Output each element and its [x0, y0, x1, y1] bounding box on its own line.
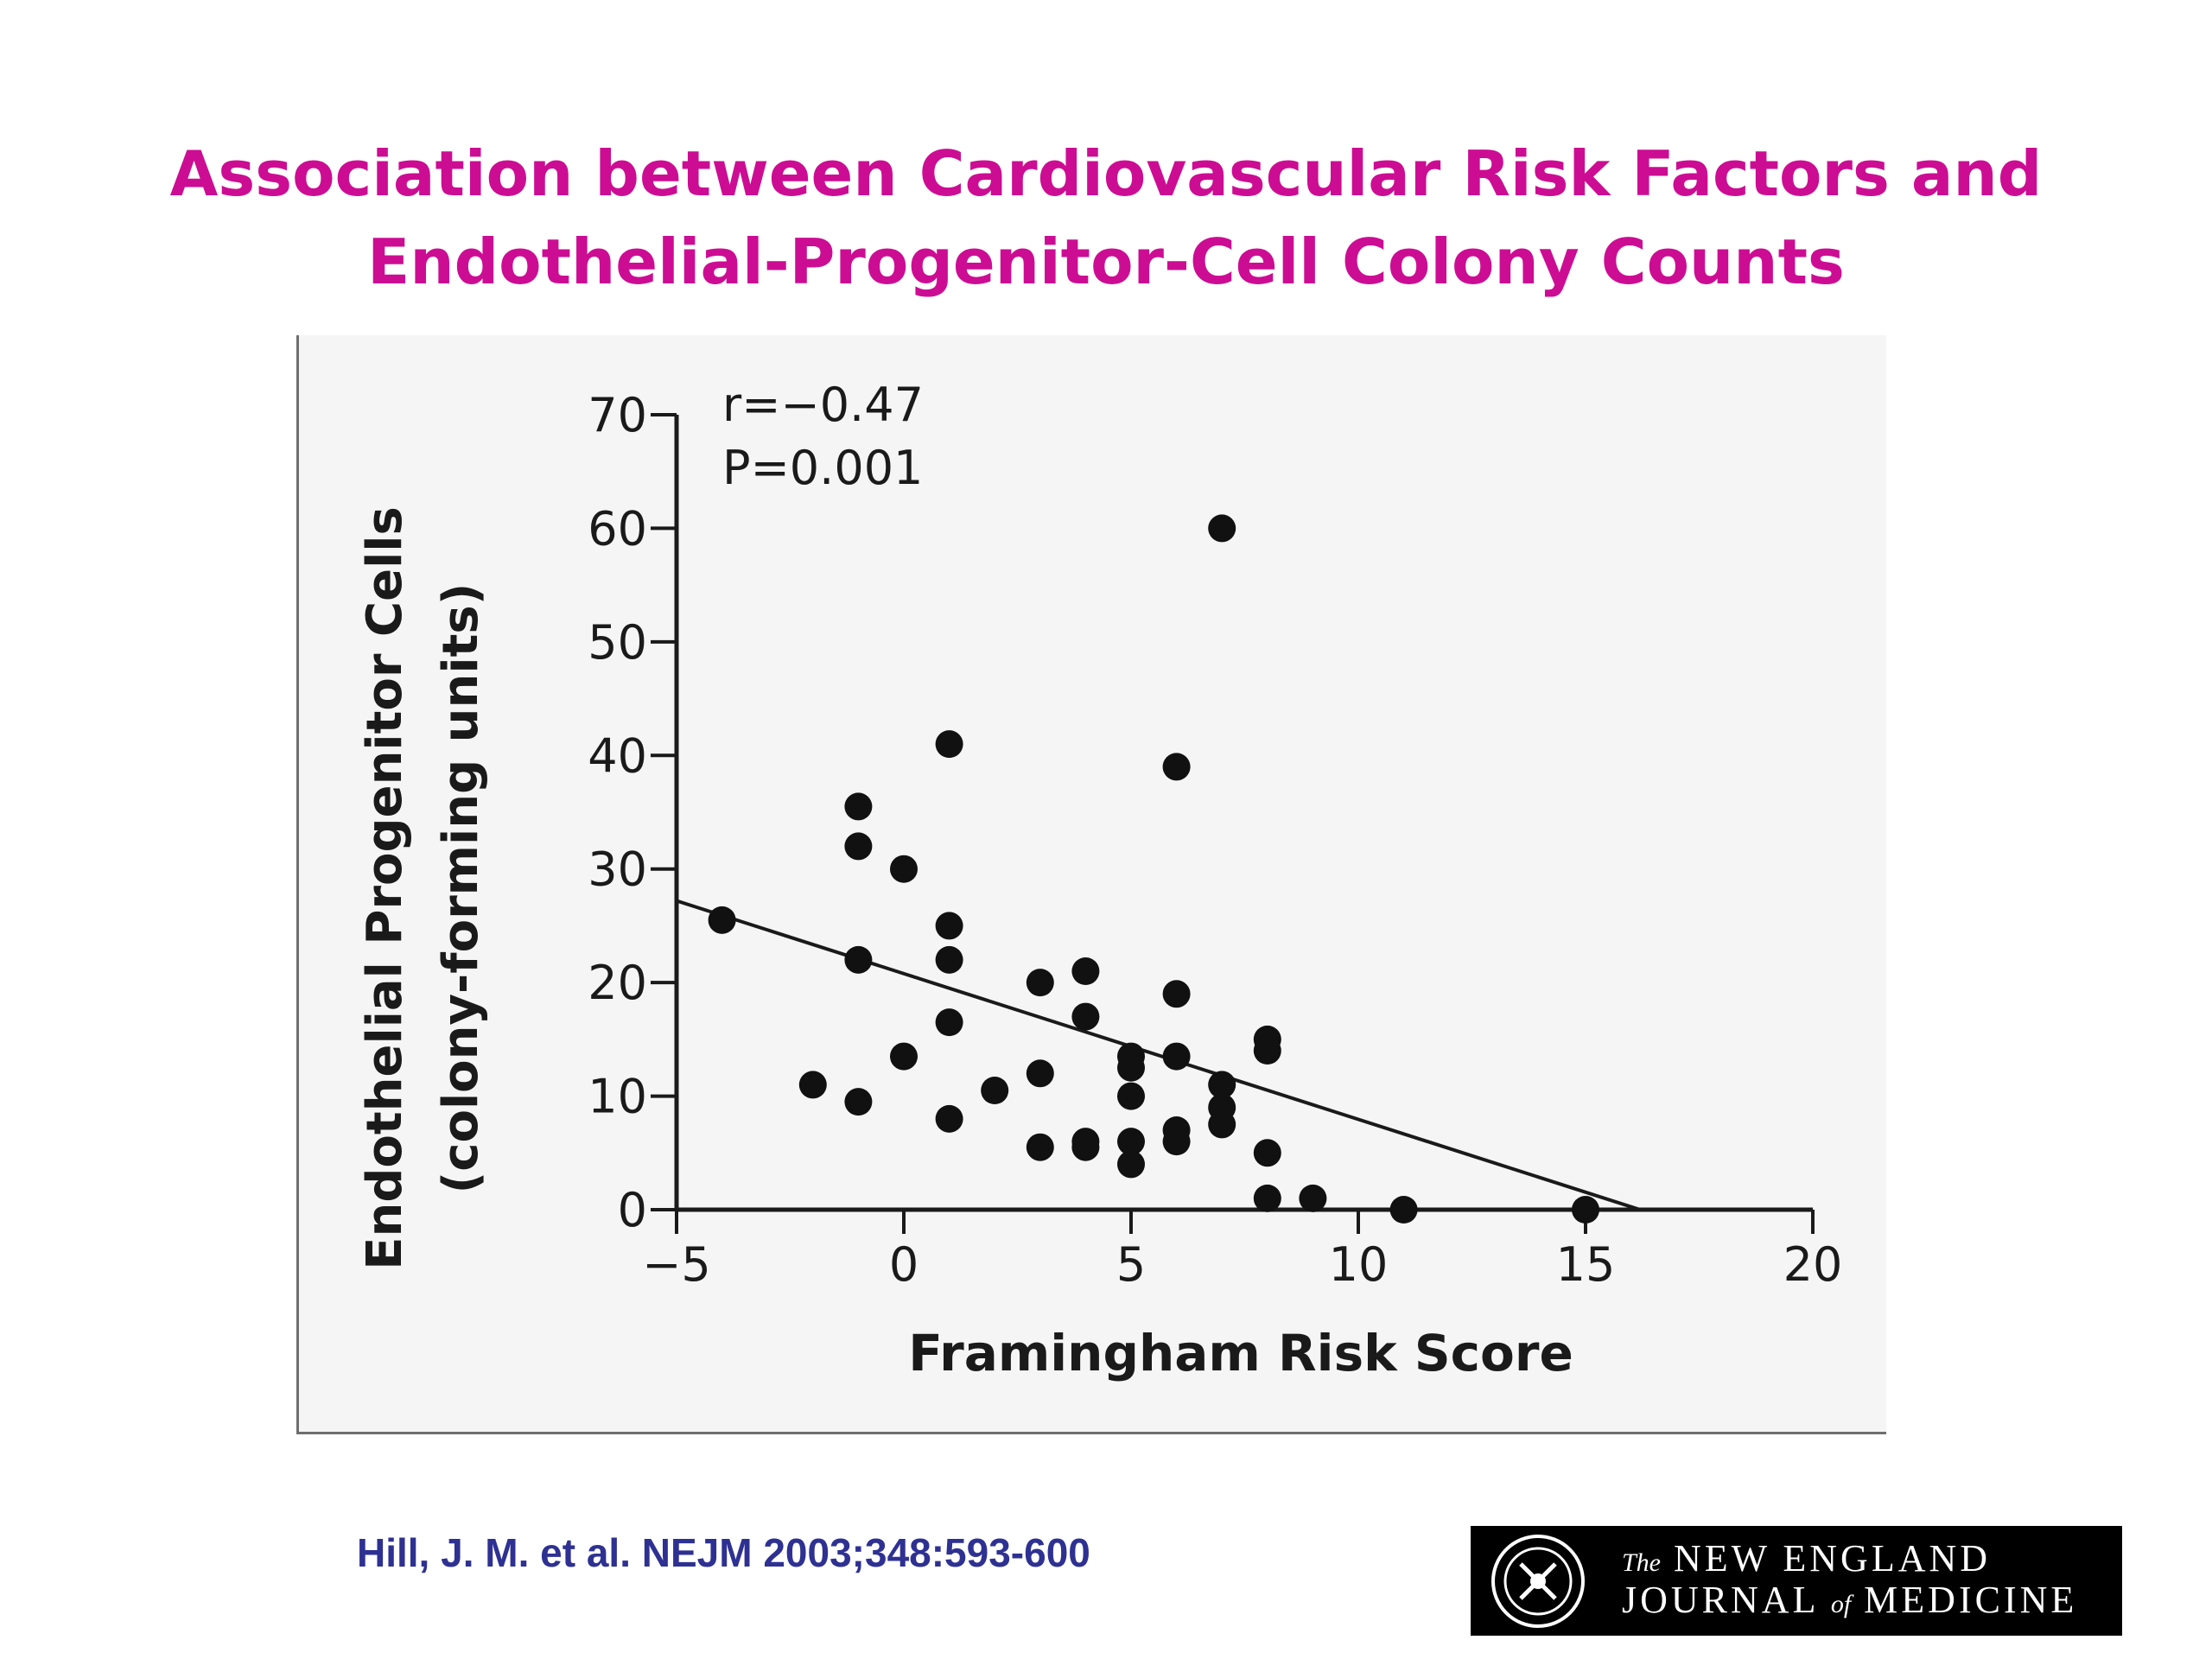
chart-panel: Endothelial Progenitor Cells (colony-for… [296, 335, 1886, 1434]
y-axis-title: Endothelial Progenitor Cells (colony-for… [357, 506, 489, 1270]
x-tick-label: −5 [642, 1237, 711, 1292]
data-point [844, 945, 873, 974]
y-tick-label: 70 [588, 388, 647, 442]
data-point [981, 1077, 1009, 1104]
data-point [1071, 957, 1100, 985]
y-tick-label: 0 [618, 1183, 647, 1237]
slide-title-line-2: Endothelial-Progenitor-Cell Colony Count… [367, 226, 1845, 298]
slide-title: Association between Cardiovascular Risk … [0, 130, 2212, 306]
y-tick-label: 30 [588, 842, 647, 897]
data-point [1117, 1150, 1145, 1179]
data-point [844, 1088, 873, 1116]
nejm-logo-line-2: JOURNAL of MEDICINE [1622, 1579, 2078, 1621]
data-point [1208, 514, 1236, 543]
data-points [708, 514, 1599, 1224]
y-tick-label: 60 [588, 501, 647, 556]
data-point [1162, 980, 1191, 1008]
slide-title-line-1: Association between Cardiovascular Risk … [169, 137, 2043, 210]
nejm-seal-icon [1491, 1535, 1585, 1628]
nejm-logo-line-1: The NEW ENGLAND [1622, 1537, 1992, 1580]
data-point [935, 945, 963, 974]
p-value-annotation: P=0.001 [722, 441, 923, 495]
regression-line [676, 899, 1641, 1211]
data-point [935, 912, 963, 940]
correlation-annotation: r=−0.47 [722, 378, 924, 432]
data-point [1208, 1071, 1236, 1099]
data-point [1253, 1037, 1281, 1065]
data-point [1162, 1042, 1191, 1071]
data-point [1253, 1139, 1281, 1167]
data-point [1162, 753, 1191, 781]
y-tick-label: 40 [588, 728, 647, 783]
y-tick-label: 20 [588, 956, 647, 1010]
data-point [708, 906, 736, 934]
data-point [1071, 1002, 1100, 1031]
x-axis-title: Framingham Risk Score [908, 1324, 1573, 1382]
y-tick-label: 10 [588, 1070, 647, 1124]
data-point [935, 1104, 963, 1133]
data-point [844, 832, 873, 861]
y-axis-title-line-1: Endothelial Progenitor Cells [357, 506, 413, 1270]
y-ticks: 0 10 20 30 40 50 60 70 [588, 388, 677, 1237]
x-tick-label: 10 [1329, 1237, 1389, 1292]
data-point [1117, 1053, 1145, 1082]
data-point [890, 1042, 918, 1071]
x-tick-label: 15 [1556, 1237, 1616, 1292]
data-point [1208, 1110, 1236, 1139]
y-axis-title-line-2: (colony-forming units) [433, 583, 489, 1194]
data-point [1572, 1196, 1599, 1224]
data-point [935, 1008, 963, 1037]
data-point [798, 1071, 827, 1099]
data-point [935, 730, 963, 759]
axes [674, 415, 1813, 1212]
data-point [1026, 969, 1054, 997]
data-point [1299, 1184, 1327, 1212]
data-point [1162, 1128, 1191, 1156]
data-point [1253, 1184, 1281, 1212]
data-point [1117, 1082, 1145, 1110]
x-ticks: −5 0 5 10 15 20 [642, 1210, 1842, 1292]
data-point [1026, 1133, 1054, 1161]
citation: Hill, J. M. et al. NEJM 2003;348:593-600 [357, 1530, 1090, 1575]
x-tick-label: 0 [889, 1237, 918, 1292]
data-point [1071, 1133, 1100, 1161]
data-point [1026, 1059, 1054, 1088]
data-point [1117, 1128, 1145, 1156]
y-tick-label: 50 [588, 615, 647, 670]
data-point [890, 855, 918, 883]
data-point [1389, 1196, 1418, 1224]
x-tick-label: 5 [1116, 1237, 1146, 1292]
scatter-chart: Endothelial Progenitor Cells (colony-for… [357, 378, 1842, 1382]
nejm-logo: The NEW ENGLAND JOURNAL of MEDICINE [1471, 1526, 2122, 1636]
data-point [844, 792, 873, 821]
x-tick-label: 20 [1783, 1237, 1843, 1292]
